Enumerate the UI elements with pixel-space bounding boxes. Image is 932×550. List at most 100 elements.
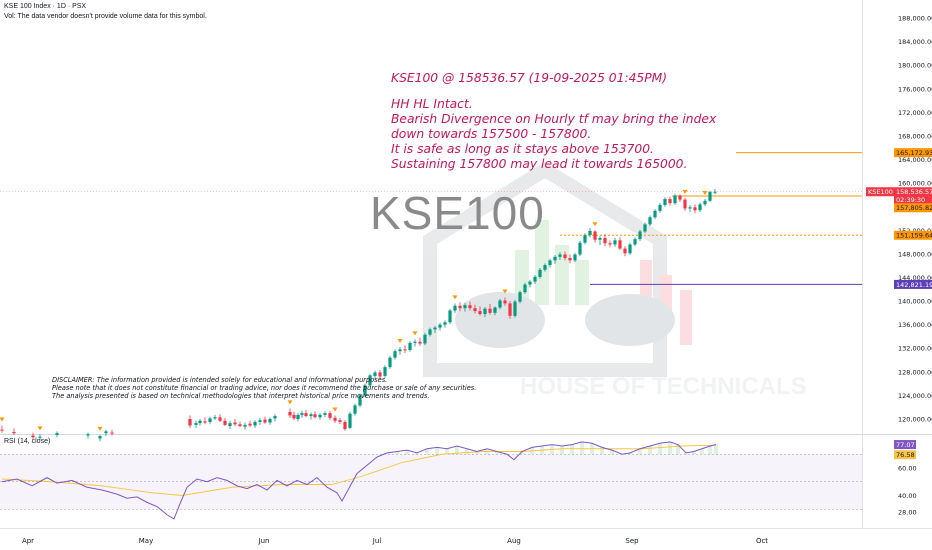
candle-body xyxy=(593,231,597,240)
candle-body xyxy=(698,204,702,211)
rsi-ma-value-text: 76.58 xyxy=(896,451,915,459)
price-label-text: 157,805.82 xyxy=(896,204,932,212)
candle-body xyxy=(448,310,452,323)
price-tick-label: 120,000.00 xyxy=(898,416,932,424)
candle-body xyxy=(548,260,552,266)
candle-body xyxy=(194,423,198,425)
price-tick-label: 164,000.00 xyxy=(898,156,932,164)
candle-body xyxy=(498,300,502,308)
candle-body xyxy=(643,224,647,232)
candle-body xyxy=(228,423,232,427)
candle-body xyxy=(233,422,237,425)
candle-body xyxy=(328,413,332,418)
candle-body xyxy=(12,431,16,434)
candle-body xyxy=(503,300,507,304)
candle-body xyxy=(488,308,492,313)
sell-signal-marker xyxy=(592,222,598,227)
sell-signal-marker xyxy=(502,289,508,294)
price-label-box xyxy=(866,187,894,197)
candle-body xyxy=(628,244,632,254)
sell-signal-marker xyxy=(452,295,458,300)
price-label-box xyxy=(894,187,932,197)
price-tick-label: 184,000.00 xyxy=(898,38,932,46)
candle-body xyxy=(55,433,59,435)
candle-body xyxy=(693,207,697,211)
candle-body xyxy=(258,420,262,422)
candle-body xyxy=(268,419,272,423)
candle-body xyxy=(300,413,304,415)
candle-body xyxy=(104,431,108,434)
candle-body xyxy=(393,351,397,358)
candle-body xyxy=(292,414,296,419)
candle-body xyxy=(86,434,90,436)
candle-body xyxy=(208,418,212,422)
candle-body xyxy=(573,254,577,261)
rsi-line xyxy=(1,441,717,520)
price-tick-label: 136,000.00 xyxy=(898,321,932,329)
candle-body xyxy=(648,217,652,225)
candle-body xyxy=(533,276,537,282)
price-tick-label: 180,000.00 xyxy=(898,62,932,70)
candle-body xyxy=(378,372,382,377)
candle-body xyxy=(368,375,372,386)
candle-body xyxy=(568,258,572,261)
candle-body xyxy=(483,308,487,315)
candle-body xyxy=(528,281,532,285)
annotation-line: down towards 157500 - 157800. xyxy=(391,127,592,141)
candle-body xyxy=(623,248,627,254)
candle-body xyxy=(688,207,692,209)
candle-body xyxy=(653,210,657,218)
candle-body xyxy=(673,195,677,204)
price-label-box xyxy=(894,148,932,158)
candle-body xyxy=(398,349,402,352)
rsi-tick-label: 40.00 xyxy=(898,492,917,500)
price-label-text: 151,159.64 xyxy=(896,232,932,240)
candle-body xyxy=(578,242,582,255)
candle-body xyxy=(343,421,347,430)
logo-house-shape xyxy=(423,161,667,377)
time-tick-label: Oct xyxy=(756,537,768,545)
candle-body xyxy=(458,305,462,309)
symbol-title: KSE 100 Index · 1D · PSX xyxy=(4,3,87,10)
candle-body xyxy=(248,423,252,426)
candle-body xyxy=(678,195,682,200)
sell-signal-marker xyxy=(332,407,338,412)
candle-body xyxy=(713,191,717,193)
price-tick-label: 140,000.00 xyxy=(898,298,932,306)
annotation-line: It is safe as long as it stays above 153… xyxy=(391,142,654,156)
price-tick-label: 144,000.00 xyxy=(898,274,932,282)
rsi-label: RSI (14, close) xyxy=(4,438,51,445)
time-tick-label: Aug xyxy=(507,537,521,545)
price-label-text: KSE100 xyxy=(868,188,893,196)
annotation-title: KSE100 @ 158536.57 (19-09-2025 01:45PM) xyxy=(391,71,668,85)
candle-body xyxy=(188,419,192,426)
logo-text: HOUSE OF TECHNICALS xyxy=(520,373,807,400)
candle-body xyxy=(513,301,517,316)
time-tick-label: Jul xyxy=(372,537,382,545)
candle-body xyxy=(518,292,522,302)
candle-body xyxy=(468,305,472,309)
logo-bull-shape xyxy=(455,292,545,348)
candle-body xyxy=(304,413,308,417)
candle-body xyxy=(263,419,267,423)
sell-signal-marker xyxy=(702,191,708,196)
candle-body xyxy=(373,372,377,376)
candle-body xyxy=(218,417,222,421)
annotation-line: Sustaining 157800 may lead it towards 16… xyxy=(391,157,688,171)
candle-body xyxy=(463,305,467,309)
candle-body xyxy=(358,395,362,406)
candle-body xyxy=(473,308,477,312)
price-tick-label: 172,000.00 xyxy=(898,109,932,117)
candle-body xyxy=(543,265,547,270)
logo-bar xyxy=(555,245,569,305)
logo-bar xyxy=(640,260,652,300)
candle-body xyxy=(613,240,617,245)
candle-body xyxy=(223,420,227,425)
price-tick-label: 176,000.00 xyxy=(898,85,932,93)
candle-body xyxy=(583,235,587,243)
candle-body xyxy=(203,421,207,423)
logo-bar xyxy=(535,220,549,305)
rsi-tick-label: 28.00 xyxy=(898,509,917,517)
candle-body xyxy=(388,357,392,368)
